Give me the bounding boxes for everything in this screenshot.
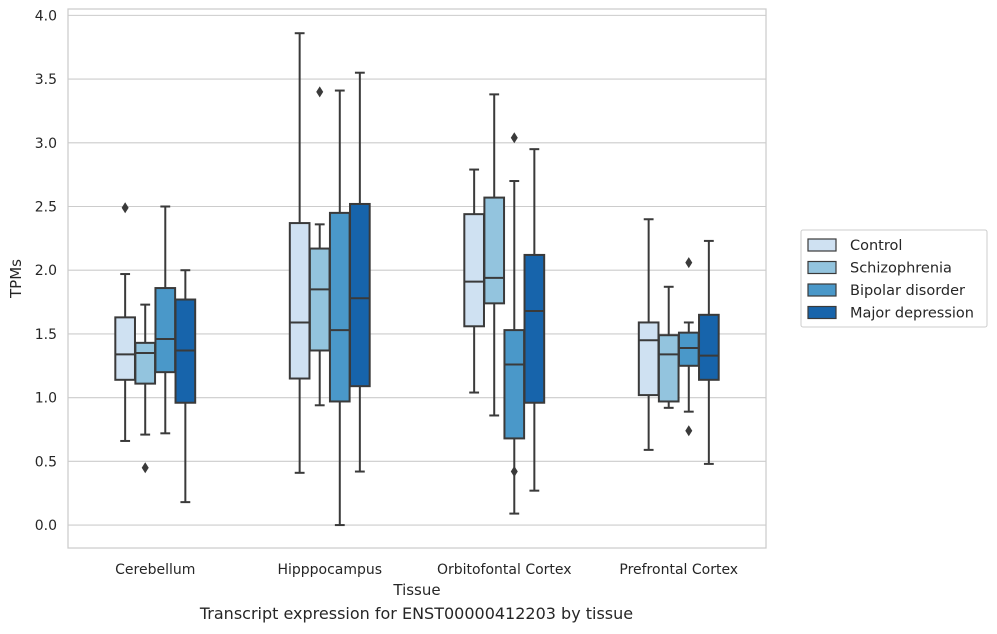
x-axis-label: Tissue: [392, 581, 440, 599]
figure-caption: Transcript expression for ENST0000041220…: [199, 604, 634, 623]
box-bipolar-disorder: [677, 257, 700, 437]
box-schizophrenia: [657, 285, 680, 409]
x-tick-label: Hipppocampus: [277, 562, 382, 578]
x-tick-label: Prefrontal Cortex: [619, 562, 738, 578]
box-body: [328, 211, 351, 403]
box-plot-area: [114, 32, 720, 527]
outlier-point: [685, 425, 693, 437]
legend-label: Control: [850, 238, 902, 254]
y-tick-label: 2.5: [35, 200, 57, 216]
legend-swatch: [807, 238, 837, 252]
outlier-point: [121, 202, 129, 214]
box-major-depression: [174, 269, 197, 504]
legend-frame: [800, 229, 988, 328]
box-body: [463, 213, 485, 328]
outlier-point: [510, 466, 518, 478]
y-tick-label: 4.0: [35, 8, 57, 24]
box-body: [308, 247, 331, 352]
box-control: [114, 202, 136, 442]
y-axis-ticks: 0.0 0.5 1.0 1.5 2.0 2.5 3.0 3.5 4.0: [35, 8, 57, 534]
box-bipolar-disorder: [503, 132, 526, 515]
plot-frame: [67, 8, 767, 549]
outlier-point: [141, 462, 149, 474]
box-major-depression: [523, 148, 546, 492]
box-schizophrenia: [308, 86, 331, 407]
box-schizophrenia: [134, 303, 157, 474]
y-tick-label: 3.0: [35, 136, 57, 152]
box-body: [523, 253, 546, 404]
box-control: [637, 218, 660, 451]
y-tick-label: 3.5: [35, 72, 57, 88]
box-body: [698, 313, 720, 381]
box-body: [657, 334, 680, 403]
box-body: [637, 321, 660, 397]
legend-swatch: [807, 305, 837, 320]
outlier-point: [685, 257, 693, 269]
y-tick-label: 2.0: [35, 263, 57, 279]
box-control: [288, 32, 311, 474]
box-major-depression: [698, 239, 720, 465]
legend-label: Major depression: [850, 306, 974, 322]
box-body: [503, 329, 526, 440]
box-body: [154, 287, 177, 374]
box-major-depression: [349, 71, 371, 473]
x-tick-label: Cerebellum: [115, 562, 195, 578]
box-bipolar-disorder: [328, 89, 351, 527]
y-tick-label: 1.0: [35, 391, 57, 407]
legend-swatch: [807, 283, 837, 297]
y-tick-label: 0.0: [35, 518, 57, 534]
box-schizophrenia: [483, 93, 506, 417]
y-tick-label: 1.5: [35, 327, 57, 343]
legend-swatch: [807, 260, 837, 275]
box-body: [349, 202, 371, 388]
box-body: [677, 331, 700, 367]
box-body: [288, 222, 311, 380]
box-body: [483, 196, 506, 305]
grid-lines: [68, 14, 766, 526]
box-control: [463, 168, 485, 394]
legend: Control Schizophrenia Bipolar disorder Majo…: [800, 229, 988, 328]
box-bipolar-disorder: [154, 205, 177, 435]
outlier-point: [316, 86, 324, 98]
y-tick-label: 0.5: [35, 454, 57, 470]
x-tick-label: Orbitofontal Cortex: [437, 562, 572, 578]
box-body: [134, 341, 157, 385]
legend-label: Schizophrenia: [850, 261, 952, 277]
x-axis-ticks: Cerebellum Hipppocampus Orbitofontal Corte…: [115, 562, 738, 578]
y-axis-label: TPMs: [7, 259, 25, 299]
outlier-point: [510, 132, 518, 144]
box-body: [114, 316, 136, 381]
legend-label: Bipolar disorder: [850, 283, 965, 299]
